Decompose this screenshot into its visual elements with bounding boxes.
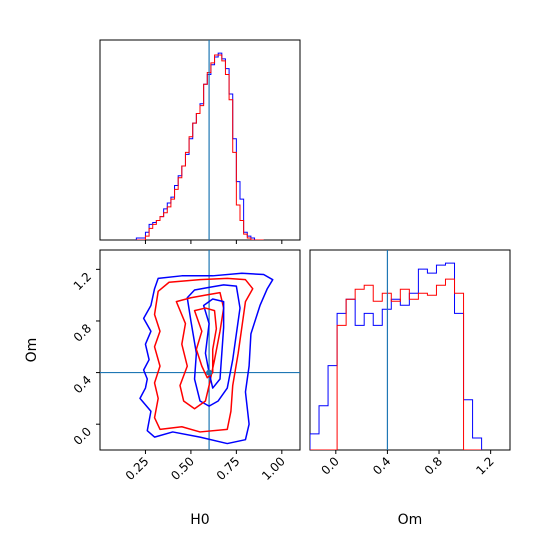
panel-om-histogram: 0.0 0.4 0.8 1.2	[309, 249, 511, 478]
h0-x-tick-label-1: 0.50	[168, 454, 197, 483]
om-x-tick-label-0: 0.0	[319, 454, 342, 477]
panel-h0-histogram	[99, 39, 301, 244]
x-axis-label-om: Om	[398, 512, 423, 528]
contour-4	[175, 291, 225, 410]
om-hist-series-1	[310, 262, 483, 450]
om-x-tick-label-2: 0.8	[422, 454, 445, 477]
om-y-tick-label-1: 0.4	[71, 373, 94, 396]
contour-3	[186, 284, 241, 407]
panel-om-histogram-frame	[309, 249, 511, 451]
panel-contour-frame	[99, 249, 301, 451]
om-x-tick-label-3: 1.2	[473, 454, 496, 477]
x-axis-label-h0: H0	[190, 512, 209, 528]
h0-x-tick-label-2: 0.75	[214, 454, 243, 483]
om-hist-series-2	[310, 278, 482, 450]
contour-5	[202, 298, 225, 389]
contour-2	[153, 277, 254, 433]
y-axis-label-om: Om	[24, 338, 40, 363]
truth-point	[206, 369, 213, 376]
om-y-tick-label-0: 0.0	[71, 424, 94, 447]
panel-h0-om-contour: 0.25 0.50 0.75 1.00 0.0 0.4 0.8 1.2	[71, 249, 301, 483]
contour-6	[193, 307, 218, 379]
om-y-tick-label-3: 1.2	[71, 270, 94, 293]
om-y-tick-label-2: 0.8	[71, 321, 94, 344]
contour-1	[139, 272, 274, 445]
h0-hist-series-2	[136, 54, 264, 240]
h0-x-tick-label-0: 0.25	[123, 454, 152, 483]
panel-h0-histogram-frame	[99, 39, 301, 241]
h0-x-tick-label-3: 1.00	[259, 454, 288, 483]
om-x-tick-label-1: 0.4	[370, 454, 393, 477]
h0-hist-series-1	[135, 52, 264, 240]
